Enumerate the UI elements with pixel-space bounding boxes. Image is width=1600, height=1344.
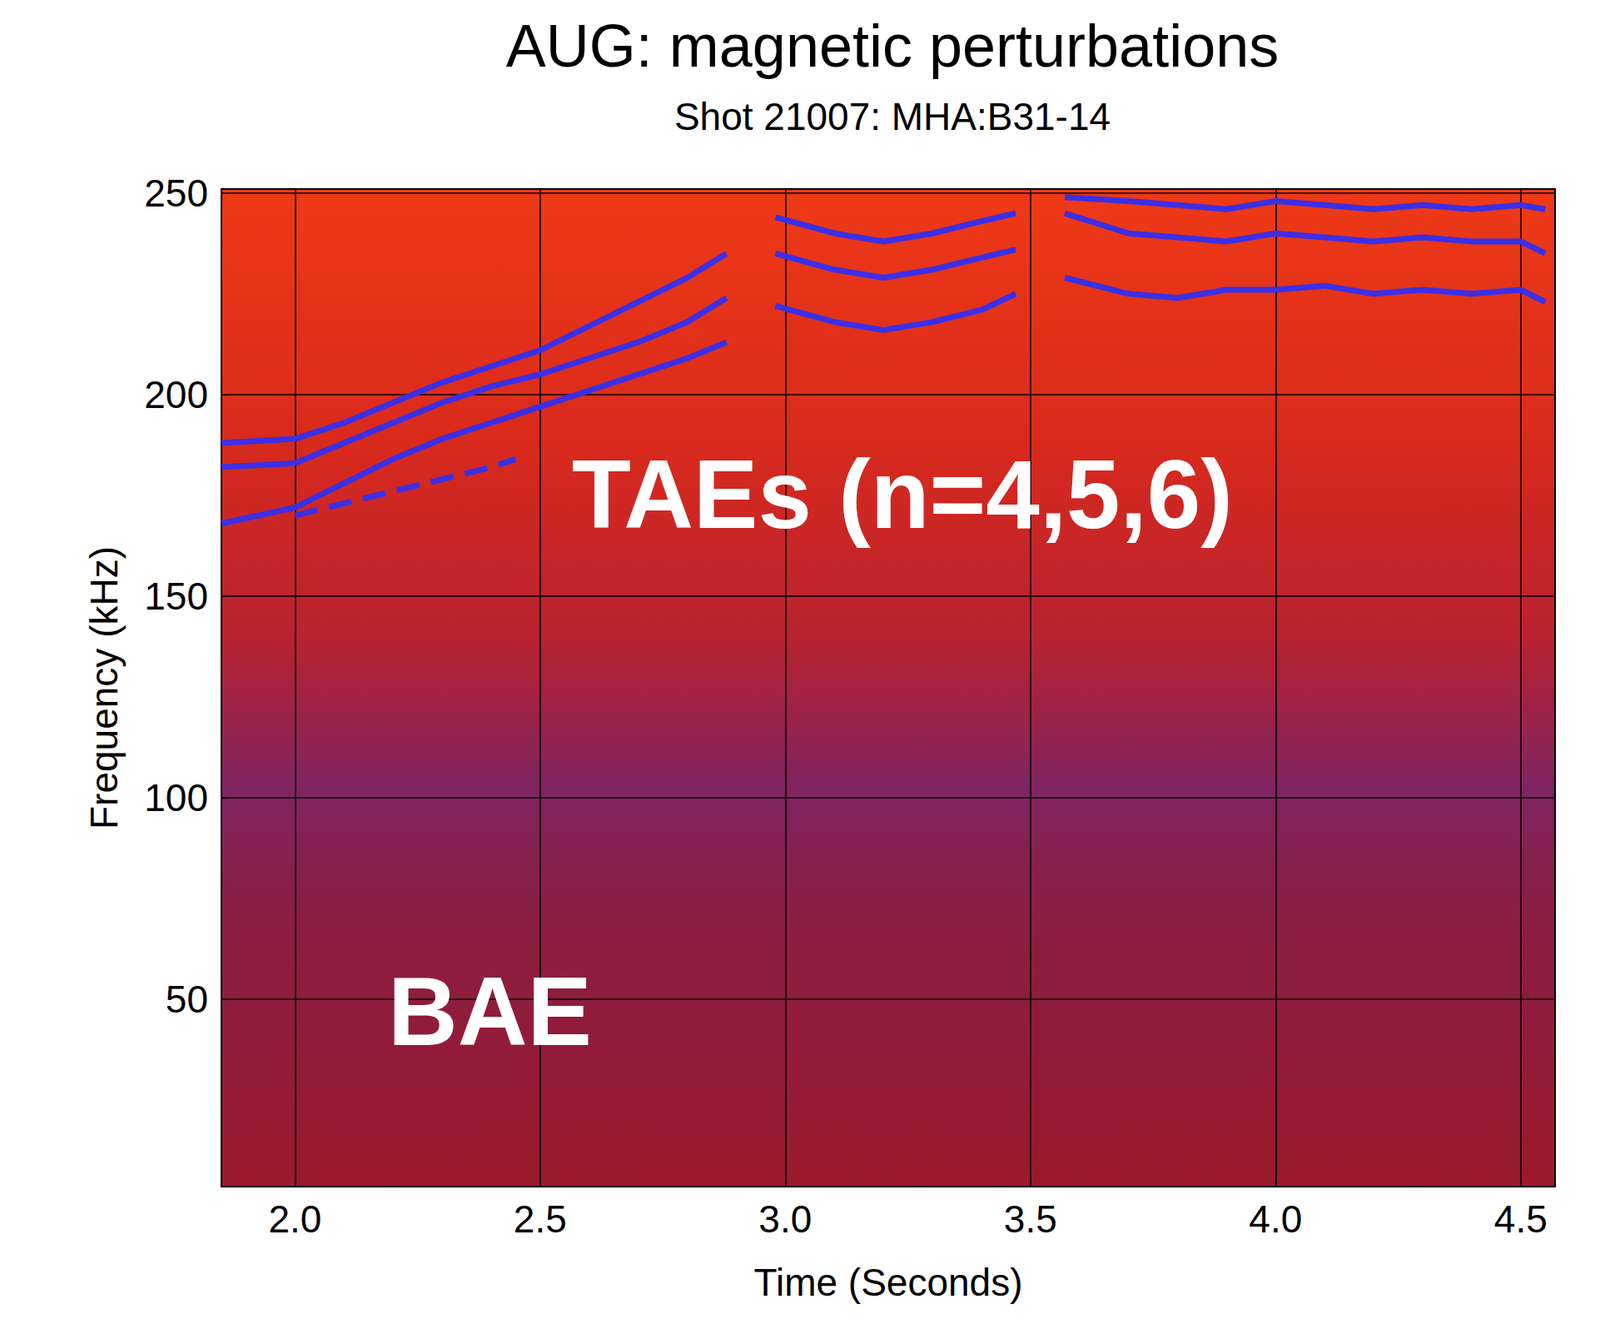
svg-text:250: 250 [144, 171, 209, 215]
svg-text:150: 150 [144, 574, 209, 618]
svg-text:2.5: 2.5 [513, 1197, 567, 1241]
svg-text:100: 100 [144, 775, 209, 820]
svg-text:TAEs (n=4,5,6): TAEs (n=4,5,6) [571, 440, 1233, 549]
svg-text:AUG: magnetic perturbations: AUG: magnetic perturbations [506, 12, 1279, 80]
svg-text:Shot 21007: MHA:B31-14: Shot 21007: MHA:B31-14 [674, 94, 1111, 139]
svg-text:BAE: BAE [387, 957, 592, 1066]
svg-text:3.5: 3.5 [1003, 1197, 1058, 1241]
svg-text:200: 200 [144, 372, 209, 417]
svg-text:50: 50 [165, 977, 209, 1021]
svg-text:2.0: 2.0 [268, 1197, 322, 1241]
svg-text:Time (Seconds): Time (Seconds) [754, 1260, 1024, 1304]
svg-text:Frequency (kHz): Frequency (kHz) [82, 546, 126, 830]
svg-text:4.5: 4.5 [1494, 1197, 1548, 1241]
svg-text:3.0: 3.0 [758, 1197, 812, 1241]
svg-text:4.0: 4.0 [1248, 1197, 1302, 1241]
